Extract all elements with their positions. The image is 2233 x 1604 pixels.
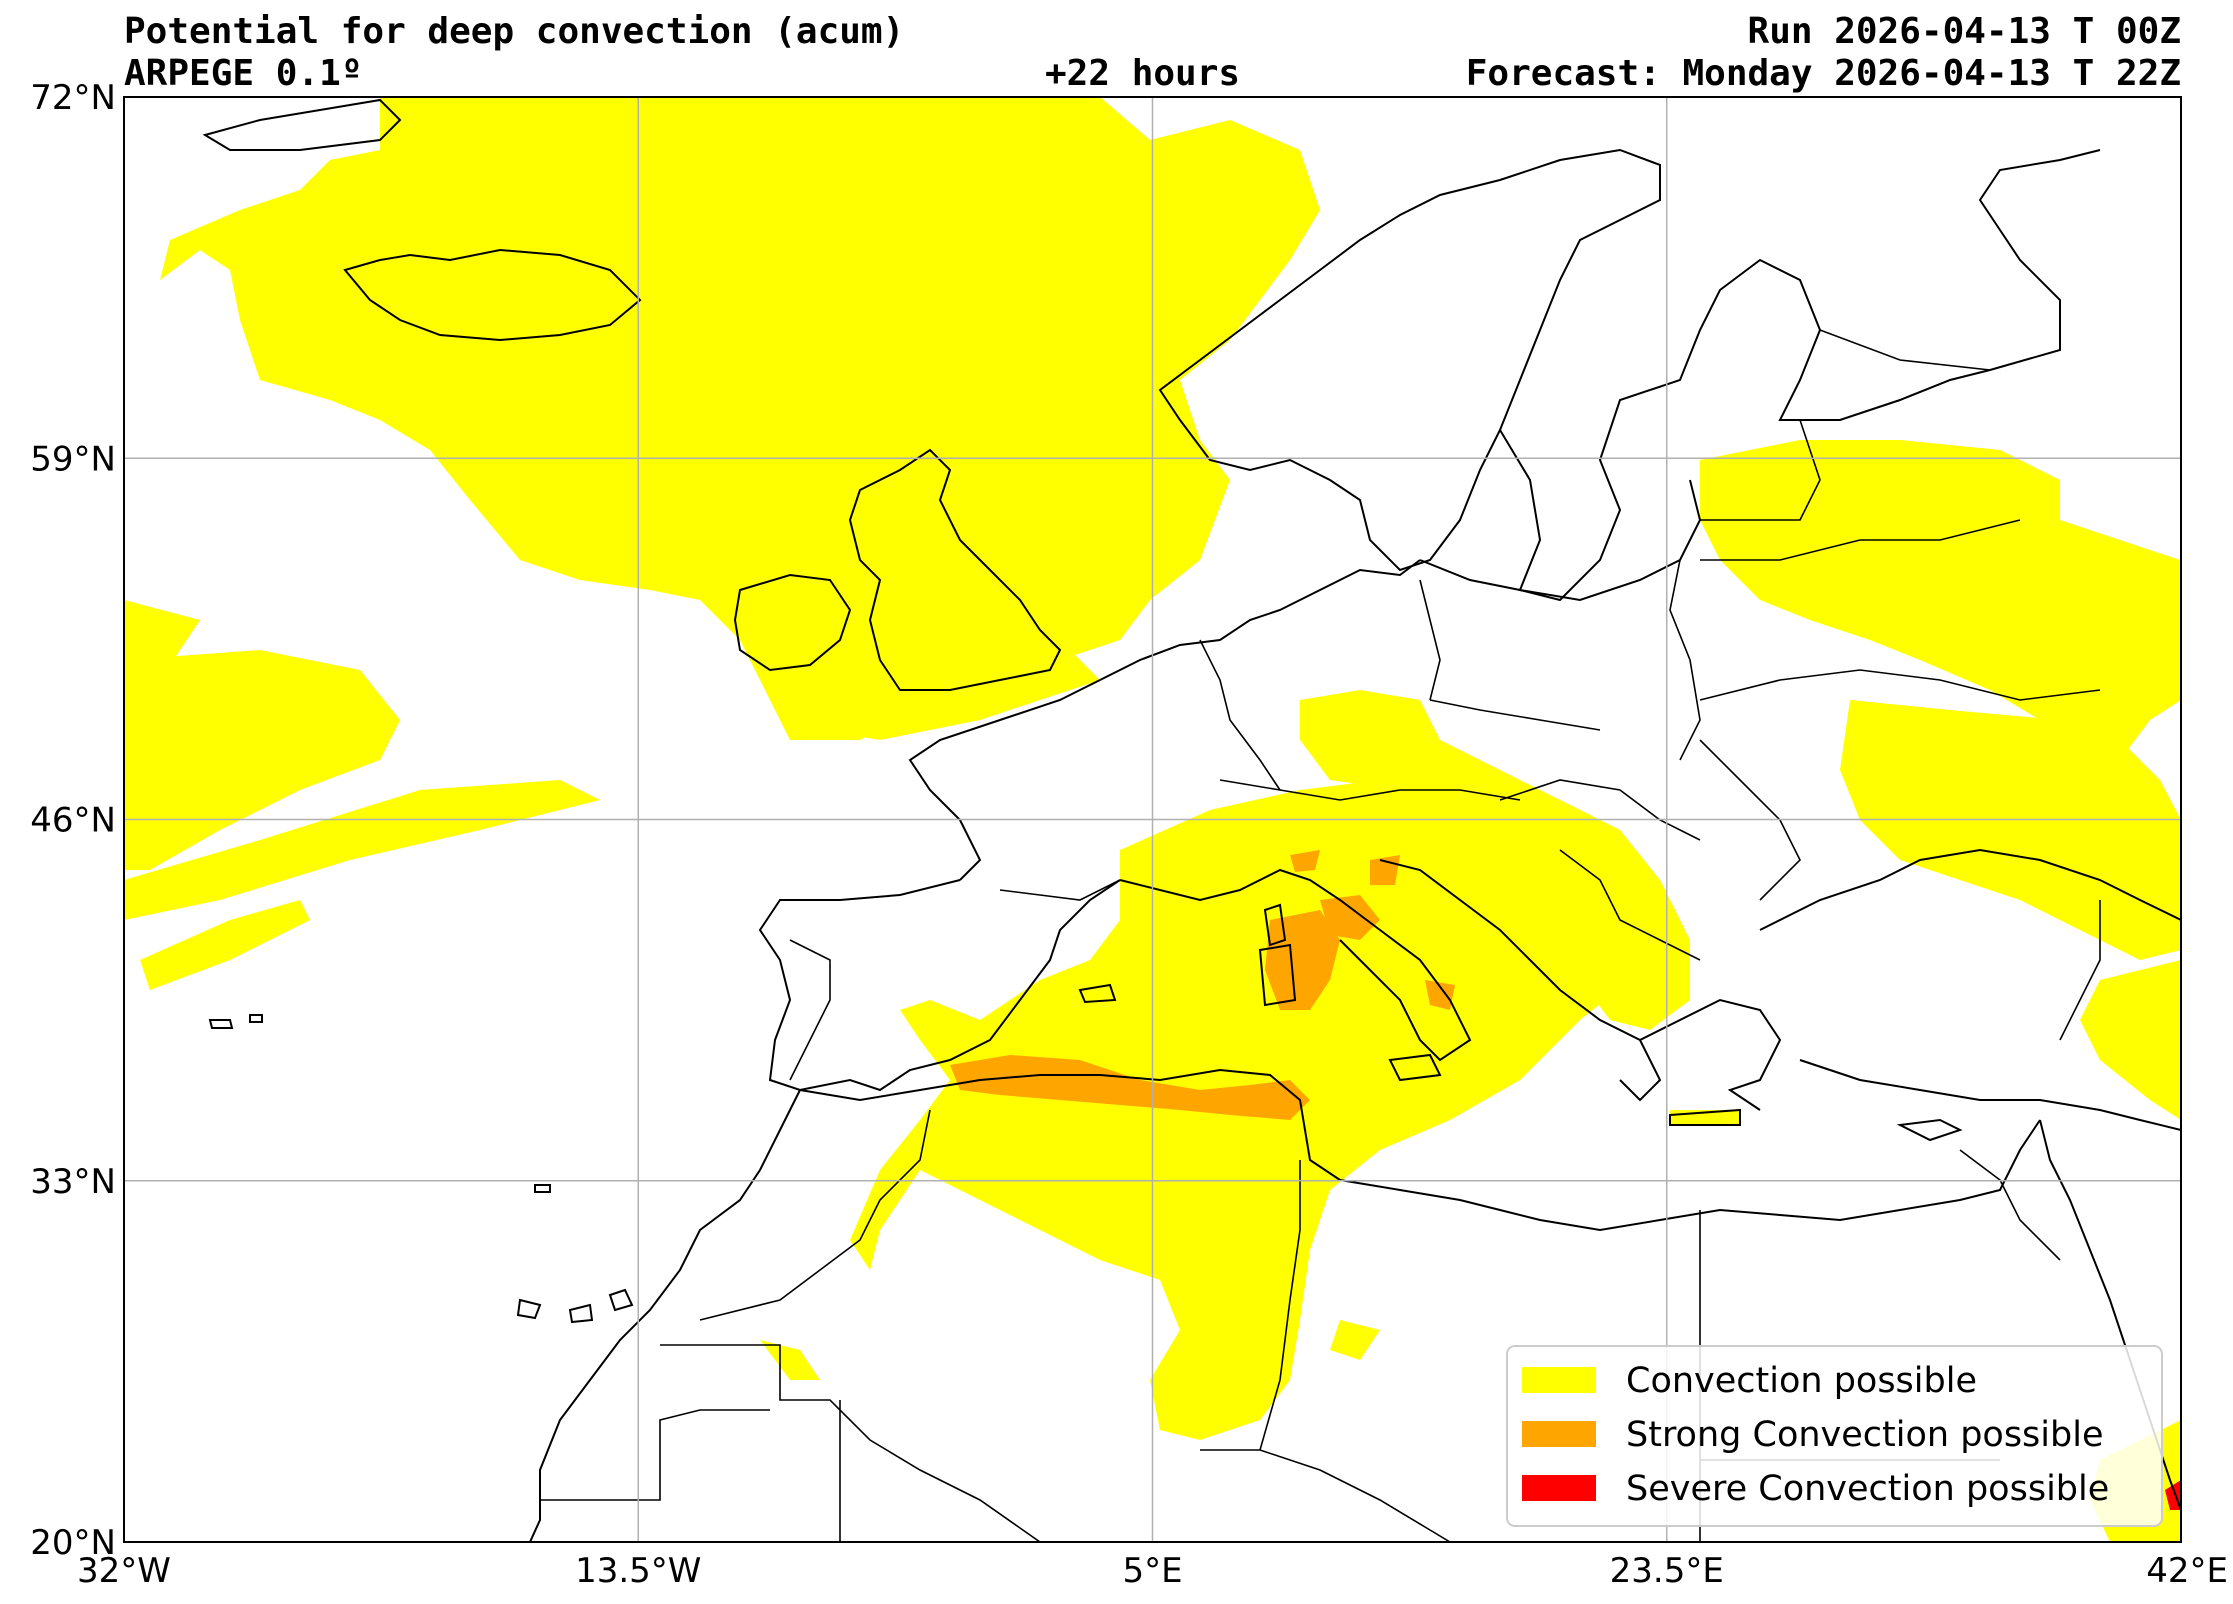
convection-area-west-africa xyxy=(760,1340,820,1380)
coastline-great-britain xyxy=(848,448,1062,691)
strong-area-italy xyxy=(1320,895,1380,940)
border-baltic-states xyxy=(1700,419,1821,521)
coastline-sardinia xyxy=(1258,943,1297,1007)
convection-area-uk-biscay xyxy=(740,560,1100,740)
legend-box xyxy=(1506,1345,2163,1527)
coastline-aegean xyxy=(1639,998,1782,1111)
coastline-azores-2 xyxy=(249,1014,263,1023)
map-gridlines xyxy=(124,97,2181,1542)
longitude-tick-label: 13.5°W xyxy=(575,1551,701,1591)
border-algeria-libya xyxy=(1259,1160,1301,1451)
coastline-balearics xyxy=(1078,983,1117,1004)
coastline-canaries xyxy=(516,1298,542,1320)
border-france-spain xyxy=(999,879,1121,901)
border-balkans xyxy=(1559,849,1701,961)
border-niger-chad xyxy=(1200,1449,1451,1542)
legend-label: Convection possible xyxy=(1626,1361,1977,1401)
border-turkey-east xyxy=(2059,900,2101,1041)
coastline-continental-west xyxy=(1099,559,1421,681)
border-ukraine xyxy=(1699,669,2101,701)
severe-area-red-sea xyxy=(2165,1480,2181,1510)
coastline-turkey-south xyxy=(1799,1059,2181,1131)
convection-area-balkans xyxy=(1460,800,1690,1030)
border-czech xyxy=(1429,699,1601,731)
coastline-canaries-3 xyxy=(608,1288,634,1312)
map-frame xyxy=(123,96,2182,1543)
border-hungary xyxy=(1499,779,1701,841)
run-label: Run 2026-04-13 T 00Z xyxy=(1747,11,2181,52)
coastline-canaries-2 xyxy=(568,1303,594,1324)
convection-area-alps xyxy=(1300,690,1600,820)
latitude-tick-label: 59°N xyxy=(30,439,116,479)
longitude-tick-label: 32°W xyxy=(77,1551,171,1591)
map-title: Potential for deep convection (acum) xyxy=(124,11,905,52)
strong-area-algeria xyxy=(950,1055,1310,1120)
border-germany-poland xyxy=(1419,579,1441,701)
convection-area-atlantic-streak-2 xyxy=(124,780,600,920)
border-alps xyxy=(1219,779,1521,801)
strong-area-tyrrhenian xyxy=(1425,980,1455,1010)
legend-label: Severe Convection possible xyxy=(1626,1469,2109,1509)
strong-area-adriatic xyxy=(1370,855,1400,885)
border-russia-finland xyxy=(1819,329,1991,371)
legend-swatch xyxy=(1522,1421,1596,1447)
coastline-madeira xyxy=(534,1184,551,1193)
border-morocco-algeria xyxy=(699,1109,931,1321)
convection-area-turkey xyxy=(2080,960,2181,1120)
convection-area-eastern-europe xyxy=(1700,440,2181,760)
coastline-greenland xyxy=(202,98,402,151)
longitude-tick-label: 5°E xyxy=(1122,1551,1182,1591)
coastline-france-biscay xyxy=(908,679,1101,881)
coastline-cyprus xyxy=(1896,1118,1963,1142)
strong-area-ligurian xyxy=(1290,850,1320,872)
legend-label: Strong Convection possible xyxy=(1626,1415,2104,1455)
coastline-red-sea xyxy=(2039,1119,2181,1511)
longitude-labels: 32°W 13.5°W 5°E 23.5°E 42°E xyxy=(77,1551,2228,1591)
longitude-tick-label: 42°E xyxy=(2146,1551,2228,1591)
latitude-tick-label: 33°N xyxy=(30,1162,116,1202)
convection-area-north-atlantic xyxy=(160,97,1320,740)
latitude-tick-label: 46°N xyxy=(30,801,116,841)
convection-area-atlantic-streak-1 xyxy=(124,650,400,870)
coastline-sicily xyxy=(1388,1053,1442,1082)
coastline-corsica xyxy=(1263,903,1287,947)
latitude-tick-label: 72°N xyxy=(30,78,116,118)
coastline-crete xyxy=(1669,1108,1741,1126)
coastline-west-africa xyxy=(529,1089,801,1542)
latitude-tick-label: 20°N xyxy=(30,1523,116,1563)
convection-area-atlantic-streak-3 xyxy=(140,900,310,990)
legend-swatch xyxy=(1522,1367,1596,1393)
coastline-ireland xyxy=(733,573,852,672)
border-mauritania xyxy=(540,1409,770,1501)
coastline-black-sea xyxy=(1759,848,2181,931)
coastline-norway xyxy=(1158,148,1661,572)
coastline-adriatic xyxy=(1379,859,1662,1102)
border-france-germany xyxy=(1199,639,1281,791)
border-poland-east xyxy=(1669,559,1701,761)
forecast-label: Forecast: Monday 2026-04-13 T 22Z xyxy=(1465,53,2181,94)
legend-swatch xyxy=(1522,1475,1596,1501)
latitude-labels: 72°N 59°N 46°N 33°N 20°N xyxy=(30,78,116,1563)
convection-possible-areas xyxy=(124,97,2181,1542)
border-spain-portugal xyxy=(789,939,831,1081)
border-belarus xyxy=(1700,519,2021,561)
model-label: ARPEGE 0.1º xyxy=(124,53,363,94)
severe-convection-areas xyxy=(2165,1480,2181,1510)
longitude-tick-label: 23.5°E xyxy=(1610,1551,1724,1591)
coastline-iceland xyxy=(343,248,642,342)
coastline-baltic xyxy=(1419,479,1702,602)
lead-time-label: +22 hours xyxy=(1045,53,1241,94)
convection-area-libya xyxy=(1330,1320,1380,1360)
coastline-azores xyxy=(208,1019,234,1029)
legend: Convection possible Strong Convection pos… xyxy=(1506,1345,2163,1527)
border-middle-east xyxy=(1959,1149,2061,1261)
convection-area-ukraine xyxy=(1840,700,2181,960)
border-west-sahara xyxy=(660,1344,1041,1542)
coastlines xyxy=(202,98,2181,1542)
coastline-med-north xyxy=(1119,868,1472,1062)
coastline-iberia xyxy=(758,879,1121,1092)
coastline-north-africa xyxy=(799,1068,2041,1232)
